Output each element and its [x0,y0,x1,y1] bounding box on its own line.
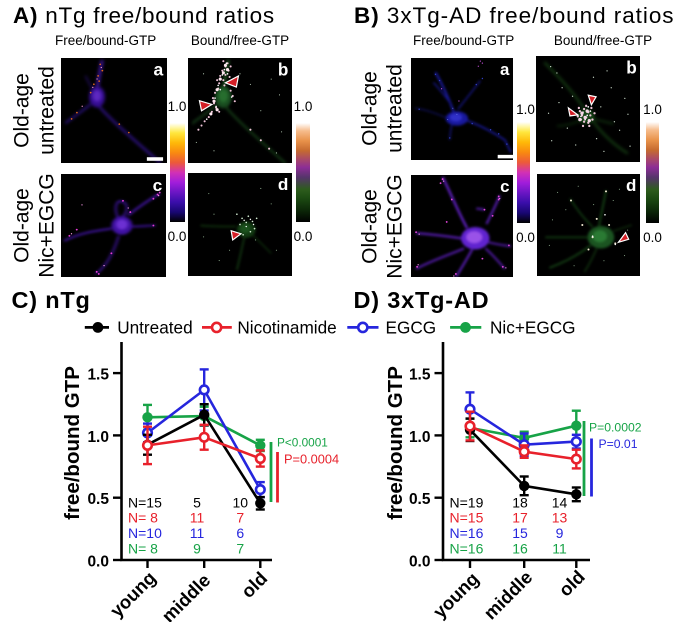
svg-text:14: 14 [552,494,568,510]
svg-text:1.5: 1.5 [409,367,431,384]
svg-text:N= 8: N= 8 [128,540,158,556]
svg-text:P=0.0004: P=0.0004 [284,451,339,466]
svg-text:b: b [278,59,288,79]
svg-text:c: c [500,177,509,196]
svg-text:N=19: N=19 [450,494,484,510]
svg-text:0.5: 0.5 [87,491,109,508]
svg-text:old: old [237,567,271,601]
svg-text:9: 9 [556,525,564,541]
svg-text:1.0: 1.0 [409,429,431,446]
svg-text:a: a [154,59,164,79]
svg-text:b: b [626,57,637,77]
svg-text:17: 17 [512,510,528,526]
svg-text:0.0: 0.0 [409,554,431,571]
svg-text:Untreated: Untreated [117,318,192,338]
svg-text:N=16: N=16 [450,540,484,556]
svg-text:young: young [429,568,483,622]
svg-text:11: 11 [190,525,205,541]
svg-text:d: d [626,176,636,195]
svg-text:5: 5 [193,494,201,510]
svg-text:P<0.0001: P<0.0001 [277,436,328,450]
svg-text:c: c [153,175,163,195]
svg-text:N=15: N=15 [450,510,484,526]
svg-text:free/bound GTP: free/bound GTP [61,366,84,520]
svg-text:N=10: N=10 [128,525,162,541]
svg-text:d: d [278,175,288,194]
svg-text:1.5: 1.5 [87,367,109,384]
svg-text:D) 3xTg-AD: D) 3xTg-AD [354,287,490,313]
svg-text:16: 16 [512,540,528,556]
svg-text:Nicotinamide: Nicotinamide [237,318,336,338]
svg-text:15: 15 [512,525,528,541]
svg-text:0.5: 0.5 [409,491,431,508]
svg-text:old: old [554,566,588,600]
svg-text:1.0: 1.0 [87,429,109,446]
svg-text:middle: middle [479,566,536,622]
svg-text:7: 7 [236,510,244,526]
svg-text:13: 13 [552,510,568,526]
svg-text:middle: middle [157,569,214,622]
svg-text:P=0.01: P=0.01 [599,437,638,451]
svg-text:18: 18 [512,494,528,510]
svg-text:free/bound GTP: free/bound GTP [384,366,407,520]
svg-text:6: 6 [236,525,244,541]
svg-text:a: a [500,59,510,78]
svg-text:young: young [106,567,160,621]
svg-text:11: 11 [552,540,567,556]
svg-text:N=15: N=15 [128,494,162,510]
svg-text:11: 11 [190,510,205,526]
svg-text:P=0.0002: P=0.0002 [589,420,642,434]
svg-text:N= 8: N= 8 [128,510,158,526]
svg-text:10: 10 [233,494,249,510]
svg-text:Nic+EGCG: Nic+EGCG [490,318,575,338]
svg-text:0.0: 0.0 [87,554,109,571]
svg-text:7: 7 [236,540,244,556]
svg-text:9: 9 [193,540,201,556]
svg-text:C) nTg: C) nTg [12,287,91,313]
svg-text:N=16: N=16 [450,525,484,541]
svg-text:EGCG: EGCG [386,318,437,338]
